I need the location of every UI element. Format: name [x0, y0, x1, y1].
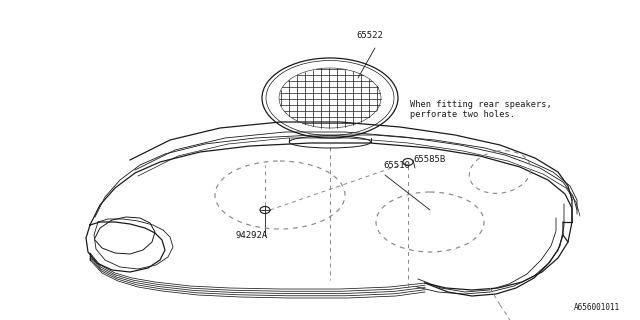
Text: 94292A: 94292A: [235, 231, 268, 240]
Text: 65522: 65522: [356, 31, 383, 40]
Text: 65585B: 65585B: [413, 155, 445, 164]
Text: A656001011: A656001011: [573, 303, 620, 312]
Text: 65510: 65510: [383, 161, 410, 170]
Text: When fitting rear speakers,
perforate two holes.: When fitting rear speakers, perforate tw…: [410, 100, 552, 119]
